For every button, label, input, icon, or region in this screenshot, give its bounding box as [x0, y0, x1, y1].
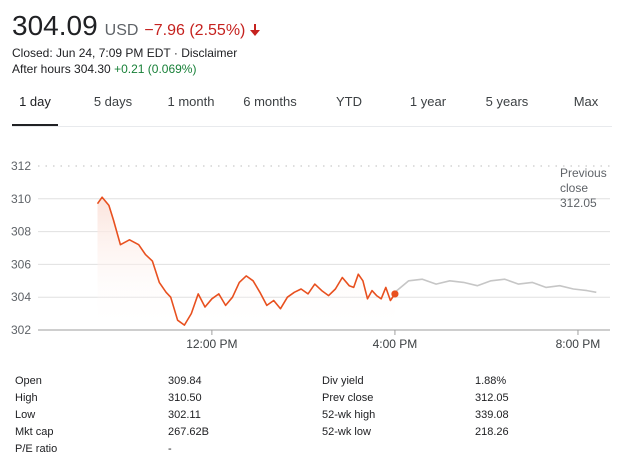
x-tick-label: 12:00 PM	[186, 337, 237, 351]
stat-label: Open	[15, 375, 42, 387]
tabs-divider	[12, 126, 612, 127]
y-tick-label: 302	[11, 323, 31, 337]
stat-label: Low	[15, 409, 36, 421]
previous-close-label: Previous close 312.05	[560, 166, 607, 211]
stat-pe-ratio: P/E ratio -	[15, 440, 295, 458]
x-tick-label: 4:00 PM	[373, 337, 418, 351]
stat-value: 267.62B	[168, 426, 209, 438]
stat-open: Open 309.84	[15, 372, 295, 390]
closed-time: Closed: Jun 24, 7:09 PM EDT	[12, 46, 171, 60]
price-chart[interactable]: 312 310 308 306 304 302 12:00 PM 4:00 PM 8:00 PM	[0, 150, 623, 360]
down-arrow-icon	[250, 23, 261, 36]
stat-value: 339.08	[475, 409, 509, 421]
stat-value: 1.88%	[475, 375, 507, 387]
previous-close-value: 312.05	[560, 196, 597, 210]
price-line-after-hours	[394, 278, 597, 294]
stat-value: 310.50	[168, 392, 202, 404]
stat-value: 312.05	[475, 392, 509, 404]
separator: ·	[170, 46, 182, 60]
stat-low: Low 302.11	[15, 406, 295, 424]
range-tabs: 1 day 5 days 1 month 6 months YTD 1 year…	[12, 86, 612, 128]
stat-label: High	[15, 392, 38, 404]
close-point-marker	[391, 290, 399, 298]
price-row: 304.09 USD −7.96 (2.55%)	[12, 10, 261, 42]
stat-value: 218.26	[475, 426, 509, 438]
tab-5-days[interactable]: 5 days	[93, 94, 133, 109]
currency-label: USD	[104, 22, 139, 39]
stat-label: Mkt cap	[15, 426, 54, 438]
active-tab-indicator	[12, 124, 58, 126]
previous-close-line2: close	[560, 181, 589, 195]
disclaimer-link[interactable]: Disclaimer	[181, 46, 238, 60]
previous-close-line1: Previous	[560, 166, 607, 180]
stat-prev-close: Prev close 312.05	[322, 389, 612, 407]
current-price: 304.09	[12, 10, 98, 41]
y-tick-label: 306	[11, 257, 31, 271]
y-tick-label: 304	[11, 290, 31, 304]
stat-label: 52-wk low	[322, 426, 371, 438]
stat-52wk-low: 52-wk low 218.26	[322, 423, 612, 441]
y-tick-label: 308	[11, 225, 31, 239]
tab-ytd[interactable]: YTD	[336, 94, 362, 109]
tab-6-months[interactable]: 6 months	[243, 94, 297, 109]
x-tick-label: 8:00 PM	[556, 337, 601, 351]
tab-1-day[interactable]: 1 day	[19, 94, 51, 109]
stat-value: -	[168, 443, 172, 455]
stat-value: 302.11	[168, 409, 201, 421]
stat-high: High 310.50	[15, 389, 295, 407]
after-hours-change: +0.21 (0.069%)	[114, 62, 197, 76]
stat-label: 52-wk high	[322, 409, 376, 421]
stat-label: Prev close	[322, 392, 374, 404]
after-hours-price: After hours 304.30	[12, 62, 111, 76]
after-hours: After hours 304.30 +0.21 (0.069%)	[12, 62, 196, 76]
price-line-regular	[96, 196, 396, 326]
stat-value: 309.84	[168, 375, 202, 387]
tab-1-year[interactable]: 1 year	[409, 94, 447, 109]
stat-52wk-high: 52-wk high 339.08	[322, 406, 612, 424]
price-change: −7.96 (2.55%)	[144, 22, 246, 39]
y-tick-label: 312	[11, 159, 31, 173]
stat-div-yield: Div yield 1.88%	[322, 372, 612, 390]
tab-max[interactable]: Max	[573, 94, 599, 109]
stat-label: Div yield	[322, 375, 364, 387]
stat-label: P/E ratio	[15, 443, 58, 455]
price-area-fill	[97, 197, 395, 330]
stat-mkt-cap: Mkt cap 267.62B	[15, 423, 295, 441]
y-tick-label: 310	[11, 192, 31, 206]
tab-5-years[interactable]: 5 years	[485, 94, 529, 109]
tab-1-month[interactable]: 1 month	[167, 94, 215, 109]
closed-status: Closed: Jun 24, 7:09 PM EDT · Disclaimer	[12, 46, 237, 60]
